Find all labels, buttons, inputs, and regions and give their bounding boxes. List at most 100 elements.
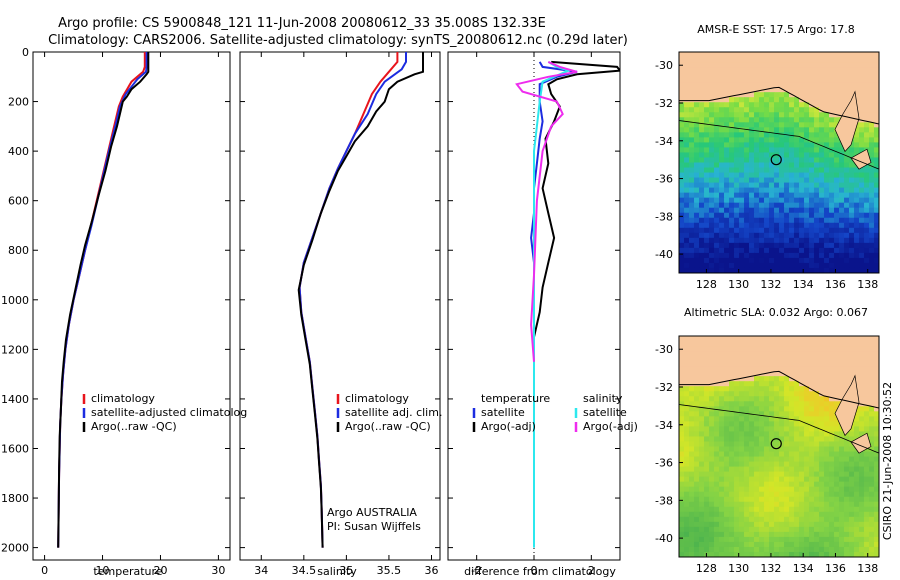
map-cell	[859, 87, 865, 93]
map-cell	[824, 546, 830, 553]
map-cell	[694, 361, 700, 367]
map-cell	[749, 531, 755, 538]
map-cell	[704, 67, 710, 73]
map-cell	[799, 227, 805, 234]
map-cell	[774, 142, 780, 149]
map-cell	[694, 137, 700, 144]
map-cell	[854, 177, 860, 184]
map-cell	[729, 222, 735, 229]
map-cell	[824, 217, 830, 224]
map-cell	[699, 466, 705, 473]
map-cell	[839, 541, 845, 548]
map-cell	[854, 421, 860, 428]
map-cell	[724, 496, 730, 503]
map-cell	[714, 371, 720, 377]
map-cell	[729, 461, 735, 468]
map-cell	[764, 227, 770, 234]
map-cell	[794, 491, 800, 498]
map-cell	[804, 546, 810, 553]
map-cell	[704, 217, 710, 224]
map-cell	[814, 511, 820, 518]
map-cell	[794, 426, 800, 433]
map-cell	[764, 431, 770, 438]
map-cell	[679, 252, 685, 259]
map-cell	[819, 546, 825, 553]
map-cell	[794, 267, 800, 273]
map-cell	[794, 371, 800, 377]
map-cell	[854, 207, 860, 214]
map-cell	[854, 426, 860, 433]
map-cell	[819, 341, 825, 347]
map-cell	[699, 361, 705, 367]
map-cell	[679, 506, 685, 513]
map-cell	[719, 247, 725, 254]
map-cell	[714, 172, 720, 179]
map-cell	[749, 476, 755, 483]
map-cell	[749, 436, 755, 443]
map-cell	[739, 127, 745, 133]
map-cell	[829, 182, 835, 189]
x-tick-label: -2	[471, 564, 482, 577]
map-cell	[839, 491, 845, 498]
map-cell	[714, 536, 720, 543]
map-cell	[874, 152, 879, 159]
map-cell	[794, 451, 800, 458]
map-cell	[709, 371, 715, 377]
map-cell	[729, 526, 735, 533]
map-cell	[869, 142, 875, 149]
map-cell	[819, 426, 825, 433]
map-cell	[754, 361, 760, 367]
map-cell	[744, 67, 750, 73]
map-cell	[774, 162, 780, 169]
map-cell	[794, 446, 800, 453]
map-cell	[824, 52, 830, 58]
map-cell	[684, 416, 690, 422]
map-cell	[744, 112, 750, 118]
map-cell	[769, 411, 775, 417]
map-cell	[794, 536, 800, 543]
map-cell	[694, 252, 700, 259]
map-cell	[764, 411, 770, 417]
map-cell	[774, 356, 780, 362]
map-cell	[714, 142, 720, 149]
map-cell	[694, 391, 700, 397]
map-cell	[839, 197, 845, 204]
map-cell	[679, 187, 685, 194]
legend-header-temperature: temperature	[481, 392, 550, 405]
map-cell	[789, 521, 795, 528]
map-cell	[749, 112, 755, 118]
map-cell	[754, 57, 760, 63]
map-cell	[839, 441, 845, 448]
map-cell	[779, 431, 785, 438]
map-cell	[719, 127, 725, 133]
map-cell	[774, 207, 780, 214]
map-cell	[864, 366, 870, 372]
map-cell	[714, 82, 720, 88]
map-cell	[744, 177, 750, 184]
map-cell	[789, 396, 795, 402]
map-cell	[859, 461, 865, 468]
map-cell	[829, 127, 835, 133]
map-cell	[754, 107, 760, 113]
map-cell	[789, 511, 795, 518]
map-cell	[794, 197, 800, 204]
map-cell	[679, 107, 685, 113]
map-cell	[694, 67, 700, 73]
map-cell	[824, 207, 830, 214]
map-cell	[739, 436, 745, 443]
map-cell	[749, 62, 755, 68]
y-tick-label: -34	[655, 419, 673, 432]
map-cell	[704, 421, 710, 428]
map-cell	[739, 117, 745, 123]
map-cell	[689, 421, 695, 428]
map-cell	[874, 192, 879, 199]
map-cell	[774, 411, 780, 417]
map-cell	[754, 461, 760, 468]
map-cell	[689, 386, 695, 392]
map-cell	[689, 212, 695, 219]
map-cell	[799, 551, 805, 557]
map-cell	[764, 526, 770, 533]
map-cell	[739, 376, 745, 382]
map-cell	[859, 137, 865, 144]
map-cell	[739, 182, 745, 189]
